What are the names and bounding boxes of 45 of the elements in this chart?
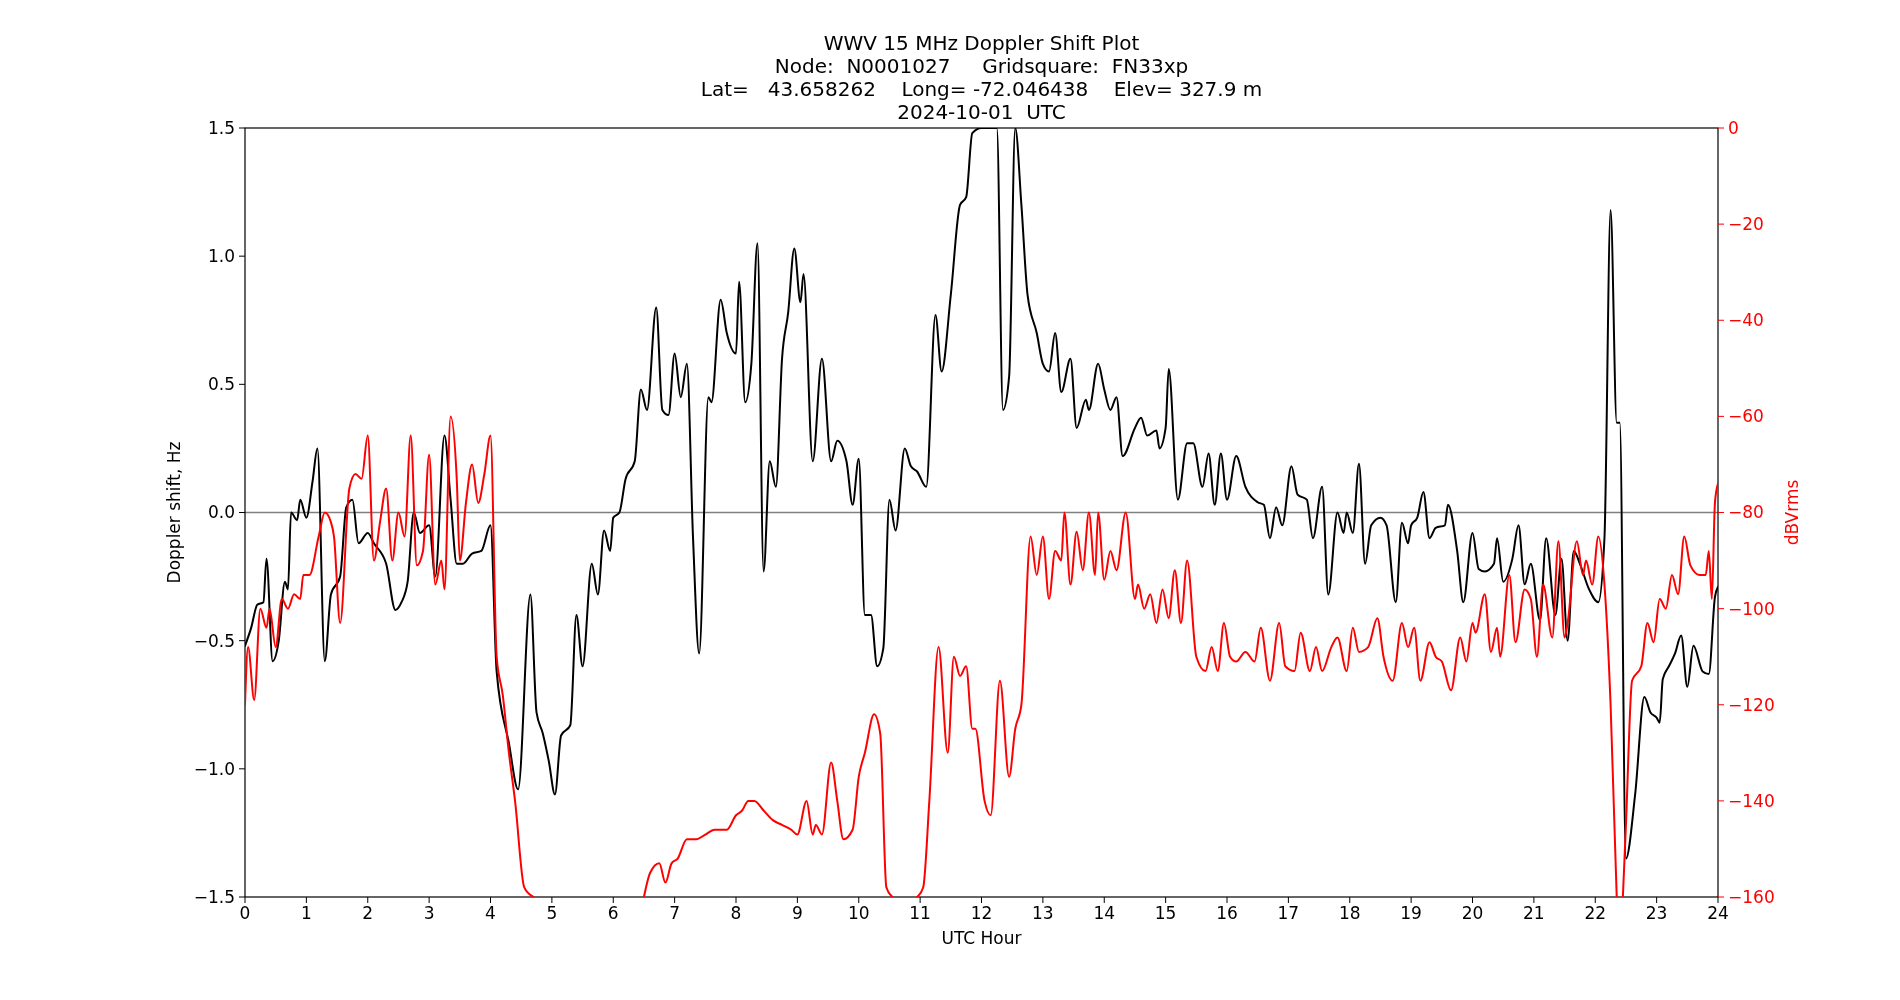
x-tick-label: 15 xyxy=(1154,903,1177,923)
x-tick-label: 17 xyxy=(1277,903,1300,923)
y2-tick-label: −120 xyxy=(1728,694,1775,715)
x-tick-label: 2 xyxy=(362,903,374,923)
x-tick-label: 1 xyxy=(300,903,312,923)
x-tick-label: 4 xyxy=(485,903,496,923)
x-tick-label: 22 xyxy=(1584,903,1607,923)
x-tick-label: 23 xyxy=(1645,903,1668,923)
x-tick-label: 5 xyxy=(546,903,558,923)
y2-tick-label: −140 xyxy=(1728,790,1775,811)
y-tick-label: −0.5 xyxy=(193,630,235,651)
y2-tick-label: −160 xyxy=(1728,886,1775,907)
y2-tick-label: −100 xyxy=(1728,598,1775,619)
y-axis-title: Doppler shift, Hz xyxy=(164,441,184,584)
chart-title: WWV 15 MHz Doppler Shift Plot Node: N0001027 Gridsquare: FN33xp Lat= 43.658262 Long= -72.046438 Elev= 327.9 m 2024-10-01 UTC xyxy=(700,31,1263,124)
x-tick-label: 19 xyxy=(1400,903,1422,923)
y2-axis-title: dBVrms xyxy=(1782,479,1802,546)
y-tick-label: −1.0 xyxy=(193,758,235,779)
x-tick-label: 21 xyxy=(1523,903,1545,923)
x-tick-label: 9 xyxy=(791,903,803,923)
x-tick-label: 8 xyxy=(730,903,742,923)
y2-tick-label: −60 xyxy=(1728,406,1764,427)
x-axis-title: UTC Hour xyxy=(941,928,1022,948)
y-tick-label: −1.5 xyxy=(193,886,235,907)
x-tick-label: 7 xyxy=(669,903,681,923)
x-tick-label: 10 xyxy=(847,903,870,923)
x-tick-label: 11 xyxy=(909,903,931,923)
x-tick-label: 0 xyxy=(239,903,251,923)
y2-tick-label: −80 xyxy=(1728,502,1764,523)
x-tick-label: 24 xyxy=(1707,903,1729,923)
x-tick-label: 13 xyxy=(1032,903,1054,923)
x-tick-label: 16 xyxy=(1216,903,1238,923)
y-tick-label: 0.0 xyxy=(207,502,235,523)
x-tick-label: 6 xyxy=(607,903,619,923)
y2-tick-label: 0 xyxy=(1728,117,1739,138)
x-tick-label: 12 xyxy=(970,903,993,923)
x-tick-label: 20 xyxy=(1461,903,1484,923)
y-tick-label: 0.5 xyxy=(207,374,235,395)
x-tick-label: 3 xyxy=(423,903,435,923)
y2-tick-label: −20 xyxy=(1728,214,1764,235)
y2-tick-label: −40 xyxy=(1728,310,1764,331)
y-tick-label: 1.0 xyxy=(207,246,235,267)
x-tick-label: 14 xyxy=(1093,903,1116,923)
y-tick-label: 1.5 xyxy=(207,117,235,138)
x-tick-label: 18 xyxy=(1338,903,1361,923)
